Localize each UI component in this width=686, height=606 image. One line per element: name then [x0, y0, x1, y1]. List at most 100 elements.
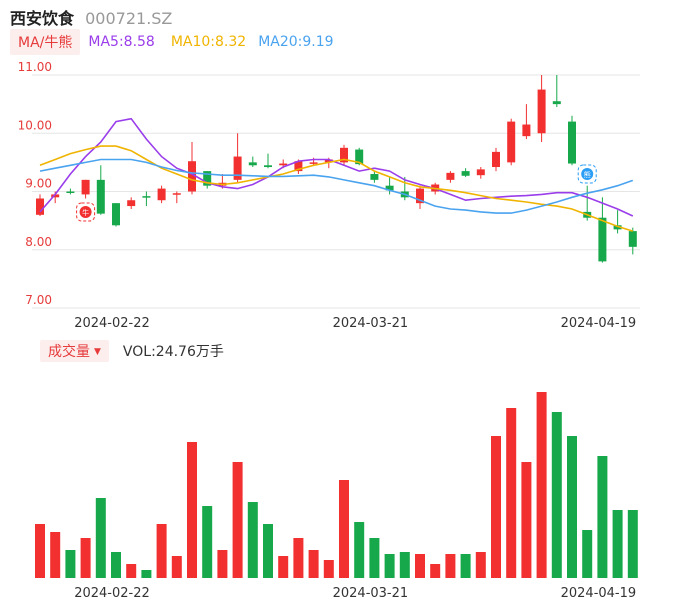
ma5-line — [39, 117, 634, 217]
candle-body — [598, 217, 607, 262]
candle-body — [203, 171, 212, 186]
candle-body — [96, 179, 105, 214]
x-tick-label: 2024-03-21 — [333, 586, 409, 601]
volume-bar — [339, 480, 349, 578]
volume-bar — [232, 462, 243, 578]
volume-legend: 成交量 ▼ VOL:24.76万手 — [40, 340, 224, 362]
candle-body — [476, 169, 485, 176]
signal-marker-icon — [581, 168, 594, 180]
candle-body — [324, 159, 333, 163]
candle-body — [233, 156, 242, 180]
candle-body — [264, 165, 272, 168]
volume-bar — [536, 392, 547, 578]
ma-legend: MA/牛熊 MA5:8.58 MA10:8.32 MA20:9.19 — [10, 29, 334, 55]
stock-title: 西安饮食 000721.SZ — [10, 5, 172, 29]
candle-body — [172, 193, 181, 195]
candle-body — [157, 188, 166, 201]
candle-body — [507, 121, 516, 163]
volume-bar — [50, 532, 61, 578]
candle-body — [294, 161, 303, 172]
volume-bar — [141, 570, 152, 578]
price-y-tick-label: 10.00 — [18, 118, 52, 132]
price-y-axis: 11.00 10.00 9.00 8.00 7.00 — [18, 60, 52, 307]
volume-bar — [187, 442, 197, 578]
ma-indicator-tag[interactable]: MA/牛熊 — [10, 29, 81, 55]
candle-body — [613, 225, 622, 230]
volume-indicator-label: 成交量 — [48, 344, 90, 360]
ma20-legend: MA20:9.19 — [258, 34, 334, 50]
volume-bar — [430, 564, 441, 578]
volume-bar — [415, 554, 425, 578]
moving-average-lines — [39, 117, 634, 232]
volume-bar — [506, 408, 517, 578]
volume-bar — [126, 564, 137, 578]
price-x-axis: 2024-02-22 2024-03-21 2024-04-19 — [74, 316, 636, 331]
volume-bar — [293, 538, 304, 578]
candle-body — [51, 194, 60, 198]
x-tick-label: 2024-04-19 — [561, 586, 637, 601]
price-y-tick-label: 8.00 — [25, 235, 52, 249]
signal-markers: 牛熊 — [76, 164, 597, 222]
stock-name: 西安饮食 — [10, 9, 75, 28]
volume-bar — [582, 530, 593, 578]
signal-marker-frame — [76, 202, 96, 222]
volume-bars — [35, 392, 638, 578]
volume-bar — [551, 412, 562, 578]
price-y-tick-label: 9.00 — [25, 177, 52, 191]
stock-code: 000721.SZ — [85, 9, 173, 28]
ma10-line — [39, 145, 634, 232]
volume-bar — [384, 554, 395, 578]
candle-body — [385, 185, 394, 191]
price-y-tick-label: 7.00 — [25, 293, 52, 307]
candle-body — [188, 161, 196, 192]
candle-body — [446, 172, 455, 180]
volume-bar — [612, 510, 623, 578]
candle-body — [142, 196, 151, 198]
ma20-line — [39, 158, 634, 214]
ma5-legend: MA5:8.58 — [88, 34, 155, 50]
volume-bar — [217, 550, 228, 578]
candle-body — [279, 163, 288, 166]
volume-bar — [308, 550, 319, 578]
volume-bar — [156, 524, 167, 578]
volume-value: VOL:24.76万手 — [122, 344, 224, 360]
candle-body — [127, 200, 136, 207]
candle-body — [492, 151, 500, 168]
signal-marker-label: 牛 — [82, 208, 89, 217]
volume-bar — [627, 510, 638, 578]
volume-indicator-dropdown[interactable]: 成交量 ▼ — [40, 340, 109, 362]
volume-bar — [171, 556, 182, 578]
candlestick-series — [36, 75, 637, 263]
volume-bar — [354, 522, 365, 578]
volume-bar — [202, 506, 213, 578]
volume-bar — [597, 456, 608, 578]
volume-bar — [491, 436, 501, 578]
volume-bar — [35, 524, 45, 578]
x-tick-label: 2024-03-21 — [333, 316, 409, 331]
candle-body — [66, 191, 75, 193]
candle-body — [537, 89, 546, 134]
caret-down-icon: ▼ — [94, 347, 101, 357]
signal-marker-icon — [79, 206, 92, 218]
candle-body — [81, 179, 90, 195]
volume-bar — [475, 552, 486, 578]
candle-body — [522, 124, 531, 137]
signal-marker-frame — [577, 164, 597, 184]
volume-bar — [445, 554, 456, 578]
volume-bar — [369, 538, 380, 578]
volume-bar — [263, 524, 273, 578]
candle-body — [370, 174, 379, 180]
x-tick-label: 2024-02-22 — [74, 586, 150, 601]
candle-body — [36, 198, 44, 215]
candle-body — [248, 162, 257, 166]
volume-bar — [80, 538, 91, 578]
volume-bar — [65, 550, 76, 578]
volume-bar — [278, 556, 289, 578]
candle-body — [416, 188, 424, 204]
x-tick-label: 2024-02-22 — [74, 316, 150, 331]
x-tick-label: 2024-04-19 — [561, 316, 637, 331]
price-grid — [32, 74, 640, 309]
ma10-legend: MA10:8.32 — [170, 34, 247, 50]
candle-body — [309, 162, 318, 164]
